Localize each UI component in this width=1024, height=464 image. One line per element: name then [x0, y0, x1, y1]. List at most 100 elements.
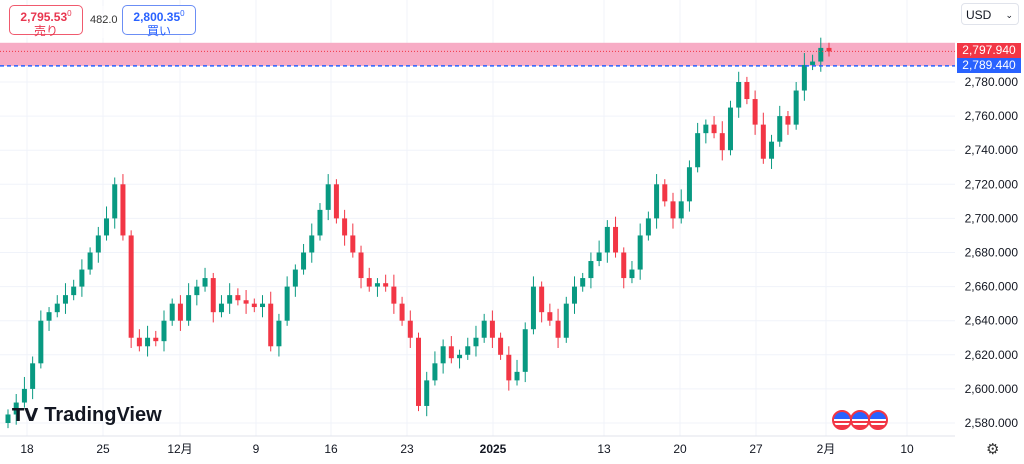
x-tick-label: 25 [96, 442, 110, 456]
candle-body [292, 269, 298, 287]
candle-body [333, 184, 339, 219]
candle-body [489, 320, 495, 338]
candle-body [465, 346, 471, 355]
tradingview-logo[interactable]: 𝗧𝗩 TradingView [12, 404, 162, 427]
candle-body [260, 303, 266, 308]
settings-gear-icon[interactable]: ⚙ [986, 441, 1000, 458]
candle-body [383, 283, 389, 287]
candle-body [186, 295, 192, 321]
candle-body [120, 184, 126, 236]
candle-body [235, 295, 241, 301]
candle-body [670, 201, 676, 219]
candle-body [719, 133, 725, 151]
candle-body [440, 346, 446, 364]
candle-body [366, 278, 372, 287]
x-tick-label: 13 [597, 442, 611, 456]
sell-price: 2,795.53 [20, 10, 68, 24]
candle-body [227, 295, 233, 304]
logo-text: TradingView [44, 404, 162, 426]
sell-button[interactable]: 2,795.530 売り [9, 5, 83, 38]
candle-body [448, 346, 454, 359]
candle-body [604, 226, 610, 253]
candle-body [686, 167, 692, 202]
x-tick-label: 18 [20, 442, 34, 456]
candle-body [325, 184, 331, 210]
candle-body [87, 252, 93, 270]
us-flag-icon[interactable] [832, 410, 852, 430]
spread-value: 482.0 [90, 14, 118, 26]
candle-body [218, 303, 224, 313]
x-tick-label: 10 [900, 442, 914, 456]
candle-body [30, 363, 36, 389]
price-band [0, 42, 955, 66]
candle-body [169, 303, 175, 321]
candle-body [350, 235, 356, 253]
candle-body [555, 320, 561, 338]
x-tick-label: 9 [253, 442, 260, 456]
y-tick-label: 2,640.000 [965, 314, 1019, 328]
candle-body [284, 286, 290, 321]
candle-body [62, 295, 68, 304]
us-flag-icon[interactable] [850, 410, 870, 430]
y-tick-label: 2,760.000 [965, 109, 1019, 123]
candle-body [54, 303, 60, 313]
candle-body [317, 209, 323, 236]
candle-body [801, 64, 807, 91]
candle-body [432, 363, 438, 381]
candle-body [571, 286, 577, 304]
y-tick-label: 2,600.000 [965, 382, 1019, 396]
sell-label: 売り [33, 24, 58, 38]
candle-body [5, 414, 11, 423]
candle-body [145, 337, 151, 347]
y-tick-label: 2,660.000 [965, 280, 1019, 294]
candle-body [678, 201, 684, 219]
candle-body [785, 116, 791, 125]
chevron-down-icon: ⌄ [1005, 10, 1013, 20]
tv-logo-icon: 𝗧𝗩 [12, 405, 39, 425]
candle-body [547, 312, 553, 321]
x-tick-label: 2025 [480, 442, 507, 456]
y-tick-label: 2,740.000 [965, 143, 1019, 157]
x-tick-label: 2月 [817, 442, 836, 456]
candle-body [539, 286, 545, 313]
candle-body [810, 61, 816, 65]
candle-body [769, 141, 775, 159]
x-tick-label: 16 [324, 442, 338, 456]
candle-body [596, 252, 602, 262]
candle-body [711, 124, 717, 134]
candle-body [79, 269, 85, 287]
candle-body [613, 226, 619, 253]
candle-body [654, 184, 660, 219]
y-tick-label: 2,700.000 [965, 211, 1019, 225]
candle-body [514, 371, 520, 381]
candle-body [580, 278, 586, 287]
us-flag-icon[interactable] [868, 410, 888, 430]
candle-body [71, 286, 77, 296]
candle-body [202, 278, 208, 287]
candle-body [407, 320, 413, 338]
candle-body [128, 235, 134, 338]
candle-body [760, 124, 766, 159]
buy-price: 2,800.35 [133, 10, 181, 24]
candle-body [399, 303, 405, 321]
ask-price-tag: 2,789.440 [957, 58, 1021, 73]
candle-body [177, 303, 183, 321]
candle-body [727, 107, 733, 151]
candle-body [153, 337, 159, 342]
candle-body [522, 329, 528, 372]
candle-body [301, 252, 307, 270]
candle-body [752, 99, 758, 125]
currency-label: USD [966, 8, 992, 22]
buy-price-sup: 0 [180, 9, 185, 18]
last-price-tag: 2,797.940 [957, 43, 1021, 58]
candle-body [588, 261, 594, 279]
currency-select[interactable]: USD ⌄ [961, 3, 1019, 25]
buy-button[interactable]: 2,800.350 買い [122, 5, 196, 38]
economic-events[interactable] [832, 410, 888, 430]
candle-body [498, 337, 504, 355]
candle-body [268, 303, 274, 347]
x-tick-label: 20 [673, 442, 687, 456]
y-tick-label: 2,780.000 [965, 75, 1019, 89]
candle-body [38, 320, 44, 364]
